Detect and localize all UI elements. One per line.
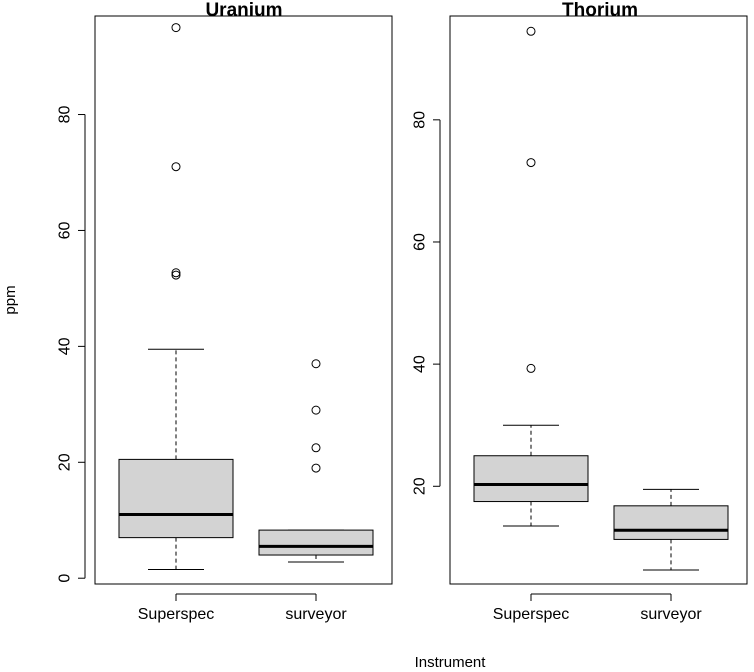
outlier-point — [171, 270, 181, 280]
y-tick-label: 80 — [57, 106, 74, 124]
outlier-point — [526, 363, 536, 373]
x-tick-label: Superspec — [138, 606, 215, 623]
box-superspec — [118, 23, 234, 571]
iqr-box — [473, 455, 589, 503]
iqr-box — [118, 458, 234, 539]
iqr-box — [258, 529, 374, 556]
y-tick-label: 40 — [412, 355, 429, 373]
box-surveyor — [613, 488, 729, 571]
outlier-point — [311, 463, 321, 473]
box-surveyor — [258, 359, 374, 563]
y-tick-label: 60 — [412, 233, 429, 251]
x-tick-label: surveyor — [640, 606, 702, 623]
y-axis-title: ppm — [2, 285, 19, 314]
panel-title-thorium: Thorium — [562, 0, 638, 21]
y-tick-label: 0 — [57, 574, 74, 583]
x-tick-label: Superspec — [493, 606, 570, 623]
boxes-thorium — [473, 26, 729, 571]
y-tick-label: 60 — [57, 221, 74, 239]
y-tick-label: 40 — [57, 337, 74, 355]
x-axis-thorium: Superspec surveyor — [493, 593, 702, 623]
outlier-point — [311, 443, 321, 453]
iqr-box — [613, 505, 729, 540]
x-axis-title: Instrument — [415, 654, 487, 671]
outlier-point — [171, 162, 181, 172]
x-axis-uranium: Superspec surveyor — [138, 593, 347, 623]
outlier-point — [526, 26, 536, 36]
outlier-point — [311, 359, 321, 369]
y-tick-label: 20 — [412, 477, 429, 495]
plot-frame-thorium — [449, 15, 748, 585]
y-axis-thorium: 20 40 60 80 — [412, 111, 441, 495]
panel-title-uranium: Uranium — [205, 0, 282, 21]
outlier-point — [526, 158, 536, 168]
y-tick-label: 80 — [412, 111, 429, 129]
panel-uranium: Uranium 0 20 40 60 80 Superspec surveyor — [57, 0, 393, 623]
boxes-uranium — [118, 23, 374, 571]
x-tick-label: surveyor — [285, 606, 347, 623]
outlier-point — [171, 23, 181, 33]
panel-thorium: Thorium 20 40 60 80 Superspec surveyor — [412, 0, 748, 623]
box-superspec — [473, 26, 589, 527]
y-axis-uranium: 0 20 40 60 80 — [57, 106, 86, 583]
outlier-point — [171, 268, 181, 278]
plot-frame-uranium — [94, 15, 393, 585]
y-tick-label: 20 — [57, 453, 74, 471]
outlier-point — [311, 405, 321, 415]
